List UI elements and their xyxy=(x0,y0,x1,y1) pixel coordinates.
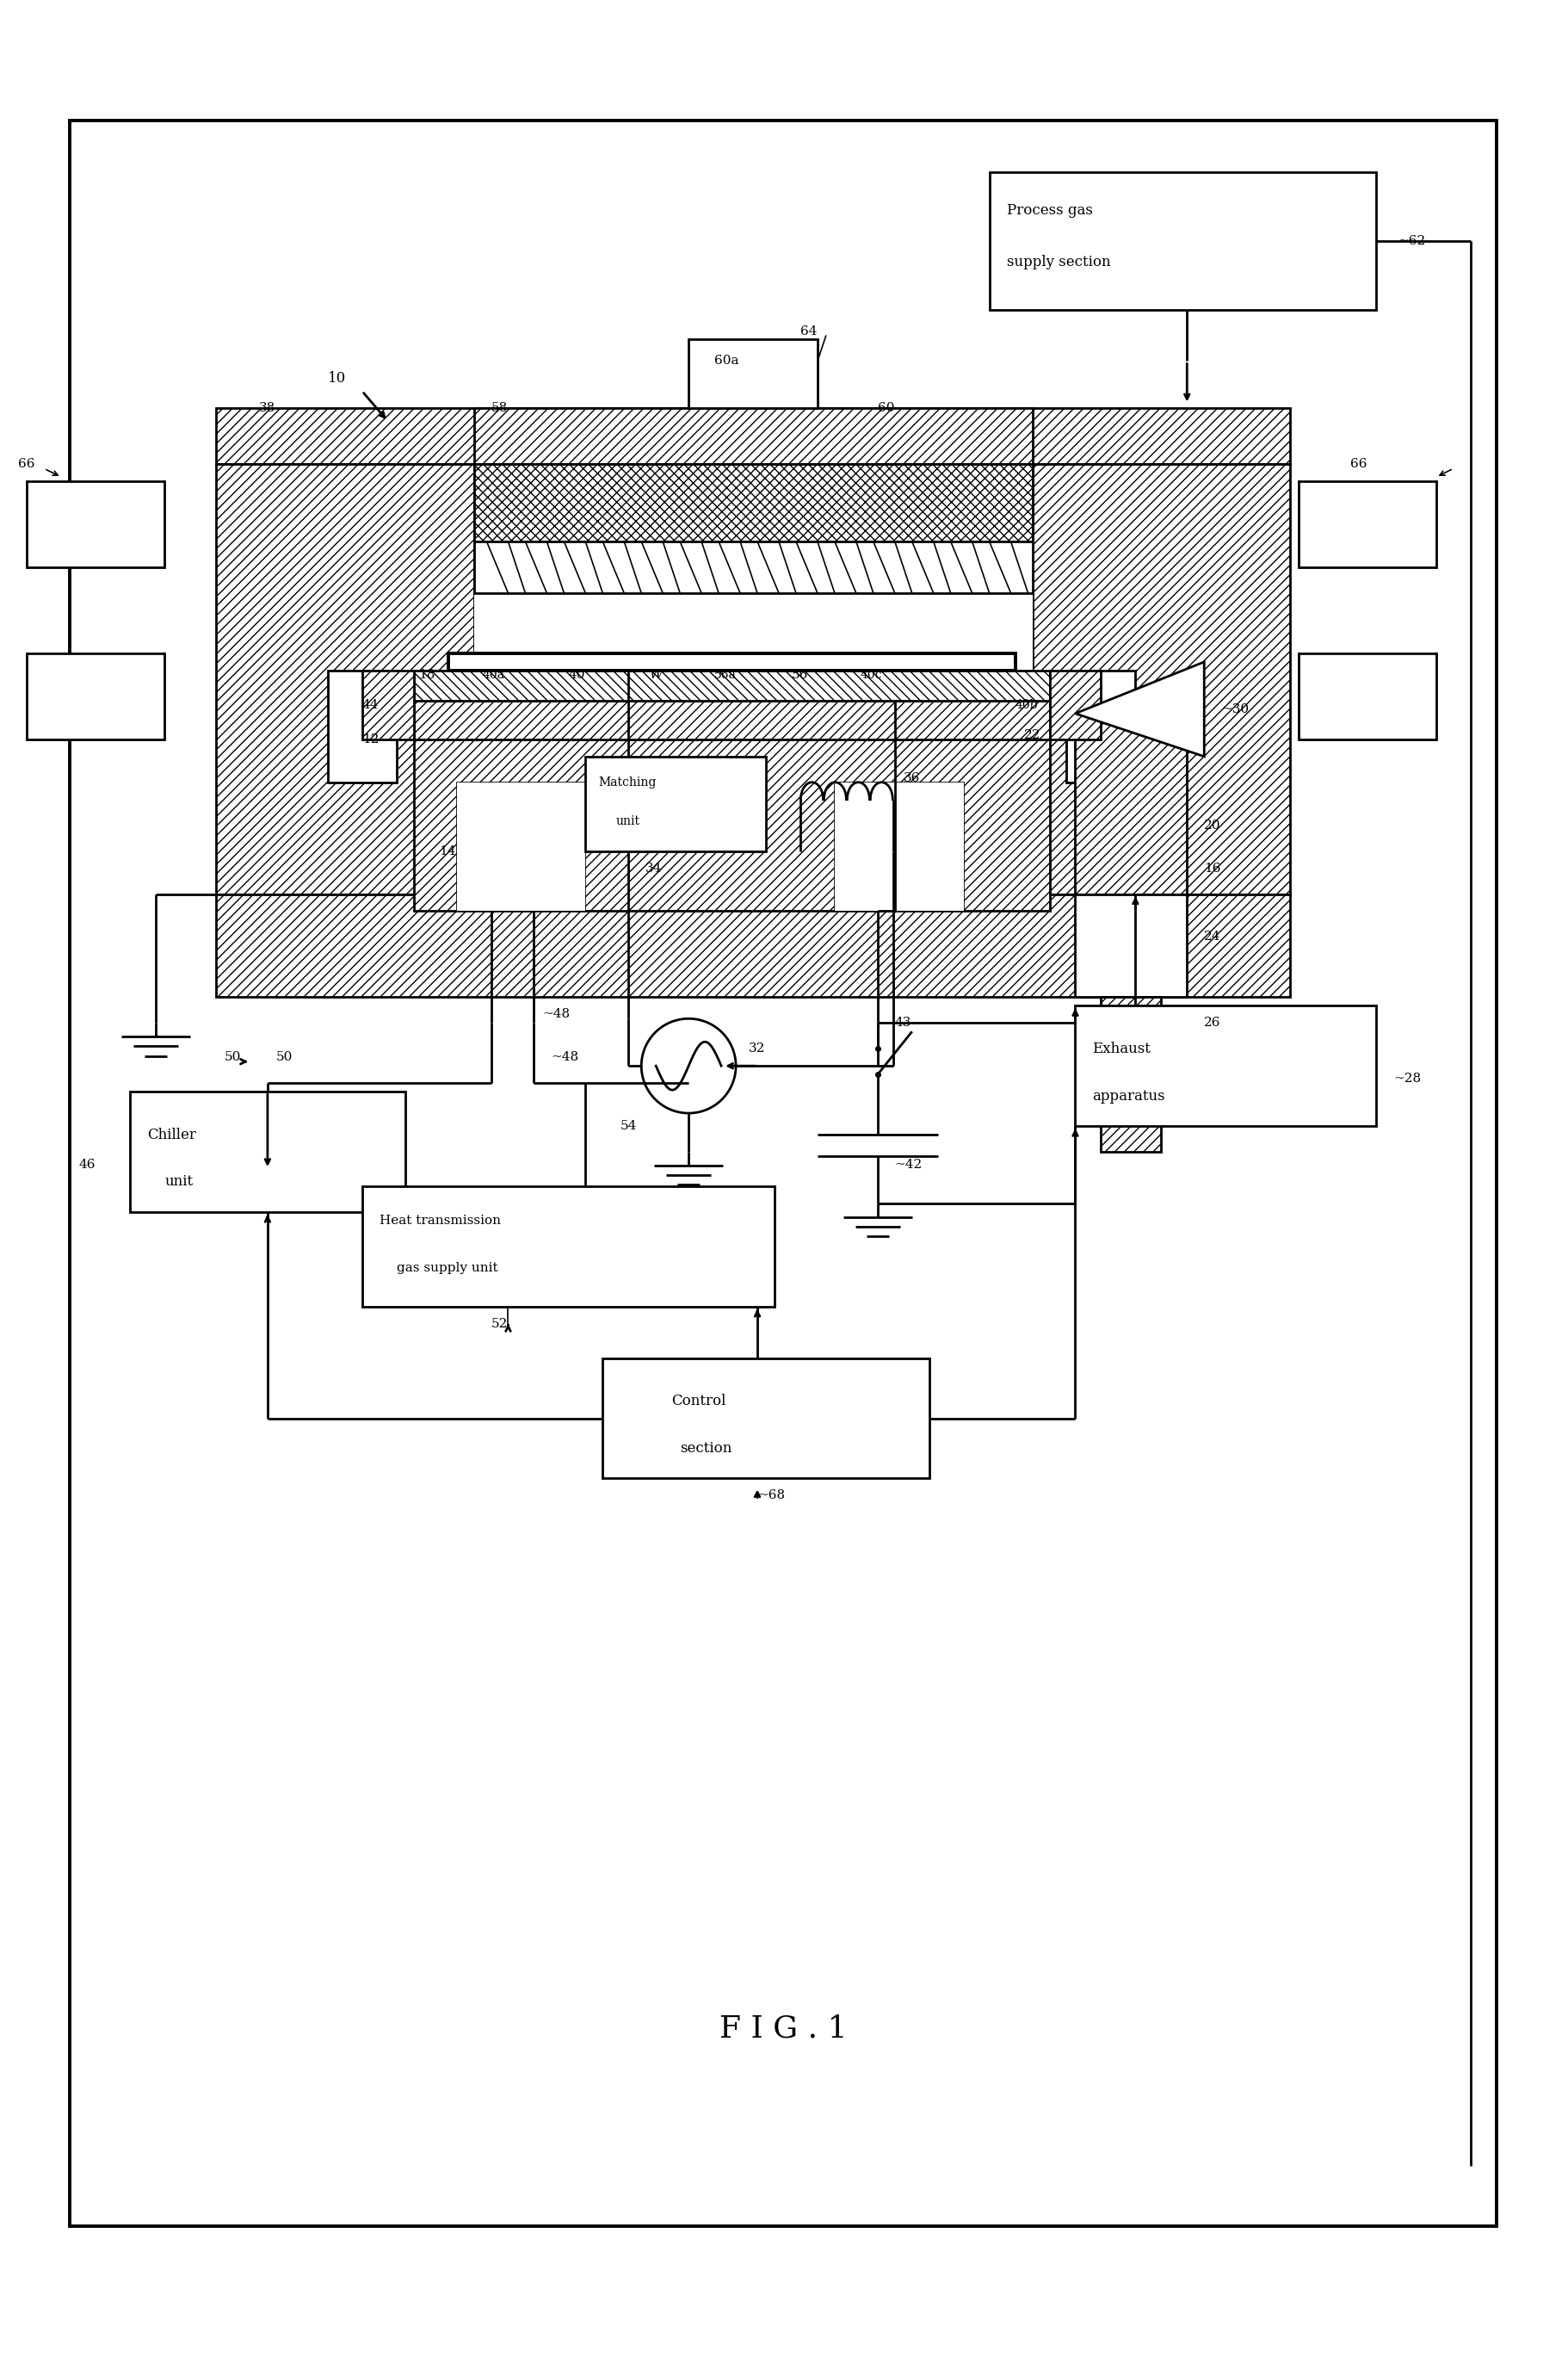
Bar xyxy=(585,757,765,851)
Text: 20: 20 xyxy=(1204,820,1221,832)
Text: Chiller: Chiller xyxy=(147,1127,196,1143)
Text: ~68: ~68 xyxy=(757,1490,786,1501)
Bar xyxy=(602,1358,930,1478)
Text: ~48: ~48 xyxy=(543,1009,571,1021)
Bar xyxy=(27,481,165,568)
Bar xyxy=(989,172,1377,309)
Text: 12: 12 xyxy=(362,733,379,745)
Text: ~48: ~48 xyxy=(550,1051,579,1063)
Bar xyxy=(474,542,1032,594)
Text: ~62: ~62 xyxy=(1397,236,1425,247)
Text: 52: 52 xyxy=(491,1318,508,1329)
Text: 14: 14 xyxy=(439,846,456,858)
Text: 56: 56 xyxy=(792,669,809,681)
Text: Control: Control xyxy=(671,1393,726,1409)
Text: W: W xyxy=(651,669,663,681)
Bar xyxy=(1049,669,1101,740)
Bar xyxy=(456,783,585,912)
Text: supply section: supply section xyxy=(1007,255,1110,269)
Bar xyxy=(474,408,1032,464)
Text: 43: 43 xyxy=(895,1016,911,1030)
Text: 66: 66 xyxy=(1350,457,1367,471)
Bar xyxy=(474,594,1032,893)
Bar xyxy=(1076,1006,1377,1127)
Bar xyxy=(834,783,964,912)
Bar xyxy=(474,464,1032,542)
Bar xyxy=(328,669,397,783)
Text: ~42: ~42 xyxy=(895,1160,922,1171)
Text: 26: 26 xyxy=(1204,1016,1221,1030)
Bar xyxy=(1101,997,1162,1153)
Text: 32: 32 xyxy=(750,1042,765,1054)
Bar xyxy=(448,653,1014,669)
Text: gas supply unit: gas supply unit xyxy=(397,1261,497,1273)
Bar xyxy=(1066,669,1135,783)
Text: 34: 34 xyxy=(646,863,662,874)
Text: 60a: 60a xyxy=(715,356,739,368)
Text: 24: 24 xyxy=(1204,931,1221,943)
Text: 46: 46 xyxy=(78,1160,96,1171)
Text: 38: 38 xyxy=(259,403,276,415)
Text: 50: 50 xyxy=(276,1051,293,1063)
Text: unit: unit xyxy=(165,1174,193,1190)
Text: Exhaust: Exhaust xyxy=(1093,1042,1151,1056)
Text: 58: 58 xyxy=(491,403,508,415)
Text: 44: 44 xyxy=(362,700,379,712)
Text: 10: 10 xyxy=(328,370,347,387)
Bar xyxy=(1076,721,1187,893)
Text: 22: 22 xyxy=(1024,728,1041,740)
Bar xyxy=(216,464,474,893)
Bar xyxy=(1298,653,1436,740)
Bar xyxy=(834,783,964,912)
Text: apparatus: apparatus xyxy=(1093,1089,1165,1103)
Bar xyxy=(1076,893,1187,997)
Text: Matching: Matching xyxy=(599,775,657,787)
Text: ~30: ~30 xyxy=(1221,702,1250,714)
Bar xyxy=(362,669,414,740)
Text: Process gas: Process gas xyxy=(1007,203,1093,217)
Bar xyxy=(414,669,1049,700)
Text: 16: 16 xyxy=(1204,863,1221,874)
Text: 40: 40 xyxy=(568,669,585,681)
Bar xyxy=(414,700,1049,740)
Text: 40a: 40a xyxy=(483,669,505,681)
Bar xyxy=(1298,481,1436,568)
Bar xyxy=(71,120,1496,2227)
Bar xyxy=(456,783,585,912)
Bar xyxy=(362,1186,775,1306)
Bar xyxy=(27,653,165,740)
Text: 36: 36 xyxy=(903,773,920,785)
Text: F I G . 1: F I G . 1 xyxy=(720,2013,847,2044)
Text: 40c: 40c xyxy=(861,669,883,681)
Bar xyxy=(1032,464,1290,893)
Text: 66: 66 xyxy=(19,457,34,471)
Text: 40b: 40b xyxy=(1014,700,1038,712)
Text: 50: 50 xyxy=(224,1051,241,1063)
Text: section: section xyxy=(681,1440,732,1457)
Text: 18: 18 xyxy=(419,669,434,681)
Text: 56a: 56a xyxy=(715,669,737,681)
Bar xyxy=(688,339,817,408)
Text: 64: 64 xyxy=(800,325,817,337)
Text: 54: 54 xyxy=(619,1120,637,1131)
Text: 60: 60 xyxy=(878,403,894,415)
Bar xyxy=(414,740,1049,912)
Bar xyxy=(130,1091,405,1211)
Text: Heat transmission: Heat transmission xyxy=(379,1214,500,1226)
Text: unit: unit xyxy=(616,816,640,827)
Bar xyxy=(216,408,1290,464)
Polygon shape xyxy=(1076,662,1204,757)
Bar xyxy=(216,893,1290,997)
Text: ~28: ~28 xyxy=(1394,1072,1421,1084)
